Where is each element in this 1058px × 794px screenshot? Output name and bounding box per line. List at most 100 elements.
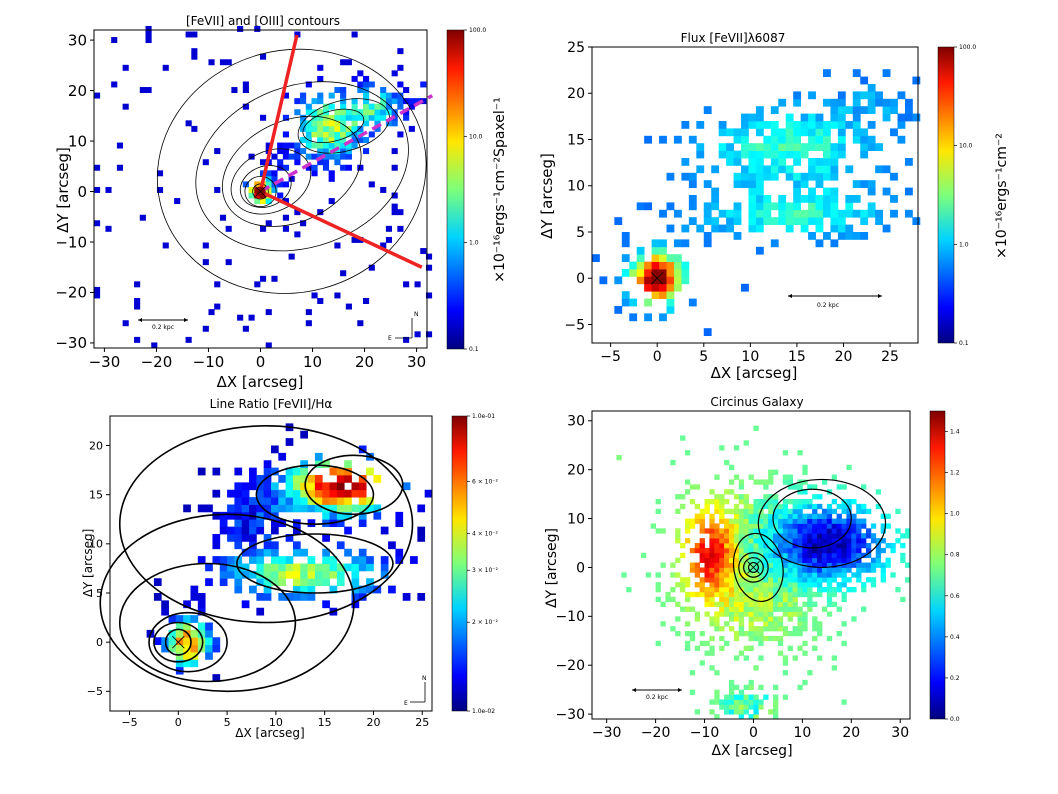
panel1-pixel xyxy=(259,198,267,205)
panel4-pixel xyxy=(807,601,813,607)
panel4-pixel xyxy=(758,528,764,534)
panel4-pixel xyxy=(719,547,725,554)
panel3-pixel xyxy=(292,585,301,594)
panel2-pixel xyxy=(778,150,787,159)
panel4-pixel xyxy=(777,606,784,612)
panel1-cb-tick-label-0: 100.0 xyxy=(469,27,486,34)
panel4-pixel xyxy=(807,557,813,563)
panel1-pixel xyxy=(368,109,375,116)
panel1-pixel xyxy=(374,120,381,127)
panel4-pixel xyxy=(694,645,701,651)
panel4-pixel xyxy=(817,494,823,500)
panel4-scalebar: 0.2 kpc xyxy=(632,688,682,701)
panel4-pixel xyxy=(743,518,749,524)
panel1-pixel xyxy=(322,131,330,138)
panel4-pixel xyxy=(763,601,769,607)
panel4-pixel xyxy=(831,567,838,573)
panel4-pixel xyxy=(753,518,759,524)
panel2-pixel xyxy=(711,202,720,211)
panel4-pixel xyxy=(773,587,779,593)
panel4-pixel xyxy=(792,596,798,603)
panel2-pixel xyxy=(778,158,787,166)
panel4-pixel xyxy=(719,499,725,505)
panel2-pixel xyxy=(651,254,660,262)
panel4-pixel xyxy=(743,582,749,588)
panel2-pixel xyxy=(867,91,876,100)
panel4-pixel xyxy=(675,494,681,500)
panel4-pixel xyxy=(699,518,705,524)
panel4-pixel xyxy=(826,567,833,573)
panel3-pixel xyxy=(336,570,345,579)
panel4-pixel xyxy=(861,606,867,612)
panel3-pixel xyxy=(351,482,360,491)
panel1-pixel xyxy=(345,131,352,138)
panel1-xtick-label-0: −30 xyxy=(89,353,121,371)
panel2-pixel xyxy=(726,209,734,218)
panel4-pixel xyxy=(777,640,784,647)
panel4-pixel xyxy=(763,518,769,524)
panel4-pixel xyxy=(831,655,838,661)
panel4-pixel xyxy=(870,533,877,539)
panel4-pixel xyxy=(724,699,730,705)
panel2-pixel xyxy=(837,232,846,240)
panel1-pixel xyxy=(242,181,249,188)
panel1-pixel xyxy=(334,109,341,116)
panel4-pixel xyxy=(733,557,740,563)
panel3-pixel xyxy=(300,593,308,601)
panel4-pixel xyxy=(724,557,730,563)
panel4-pixel xyxy=(758,503,764,510)
panel1-cone-line-0 xyxy=(258,34,299,192)
panel4-pixel xyxy=(738,528,745,534)
panel4-pixel xyxy=(826,518,833,524)
panel4-pixel xyxy=(684,645,691,651)
panel3-compass-e: E xyxy=(404,700,408,707)
panel4-pixel xyxy=(787,606,793,612)
panel2-pixel xyxy=(688,180,697,188)
panel1-pixel xyxy=(271,186,278,193)
panel4-pixel xyxy=(807,547,813,554)
panel3-pixel xyxy=(256,489,265,498)
panel2-pixel xyxy=(621,239,630,248)
panel4-pixel xyxy=(670,596,676,603)
panel2-pixel xyxy=(860,232,869,240)
panel4-pixel xyxy=(724,538,730,544)
panel2-pixel xyxy=(852,113,861,122)
panel1-pixel xyxy=(134,336,141,343)
panel4-pixel xyxy=(714,543,720,549)
panel2-pixel xyxy=(696,143,705,151)
panel4-pixel xyxy=(817,557,823,563)
panel2-pixel xyxy=(852,121,861,129)
panel1-pixel xyxy=(317,142,324,149)
panel3-pixel xyxy=(314,489,323,498)
panel4-pixel xyxy=(738,518,745,524)
panel4-pixel xyxy=(782,601,789,607)
panel2-pixel xyxy=(890,209,898,218)
panel1-pixels xyxy=(94,25,433,349)
panel3-pixel xyxy=(256,482,265,491)
panel4-pixel xyxy=(773,572,779,578)
panel4-pixel xyxy=(782,557,789,563)
panel4-pixel xyxy=(719,562,725,568)
panel3-pixel xyxy=(292,593,301,601)
panel4-pixel xyxy=(846,528,852,534)
panel3-pixel xyxy=(388,585,396,594)
panel3-pixel xyxy=(285,467,294,476)
panel2-scalebar: 0.2 kpc xyxy=(788,294,882,309)
panel4-pixel xyxy=(719,445,725,451)
panel1-pixel xyxy=(414,98,421,105)
panel1-pixel xyxy=(340,92,347,99)
panel2-pixel xyxy=(636,276,645,285)
panel4-pixel xyxy=(733,699,740,705)
panel2-pixel xyxy=(890,106,898,114)
panel2-pixel xyxy=(666,269,675,277)
panel4-pixel xyxy=(704,499,710,505)
panel3-pixel xyxy=(336,578,345,587)
panel1-pixel xyxy=(357,125,364,132)
panel4-pixel xyxy=(841,640,847,647)
panel4-pixel xyxy=(797,552,803,559)
panel4-pixel xyxy=(738,621,745,627)
panel3-pixel xyxy=(227,556,235,564)
panel4-pixel xyxy=(807,543,813,549)
panel2-pixel xyxy=(748,209,757,218)
panel4-pixel xyxy=(684,640,691,647)
